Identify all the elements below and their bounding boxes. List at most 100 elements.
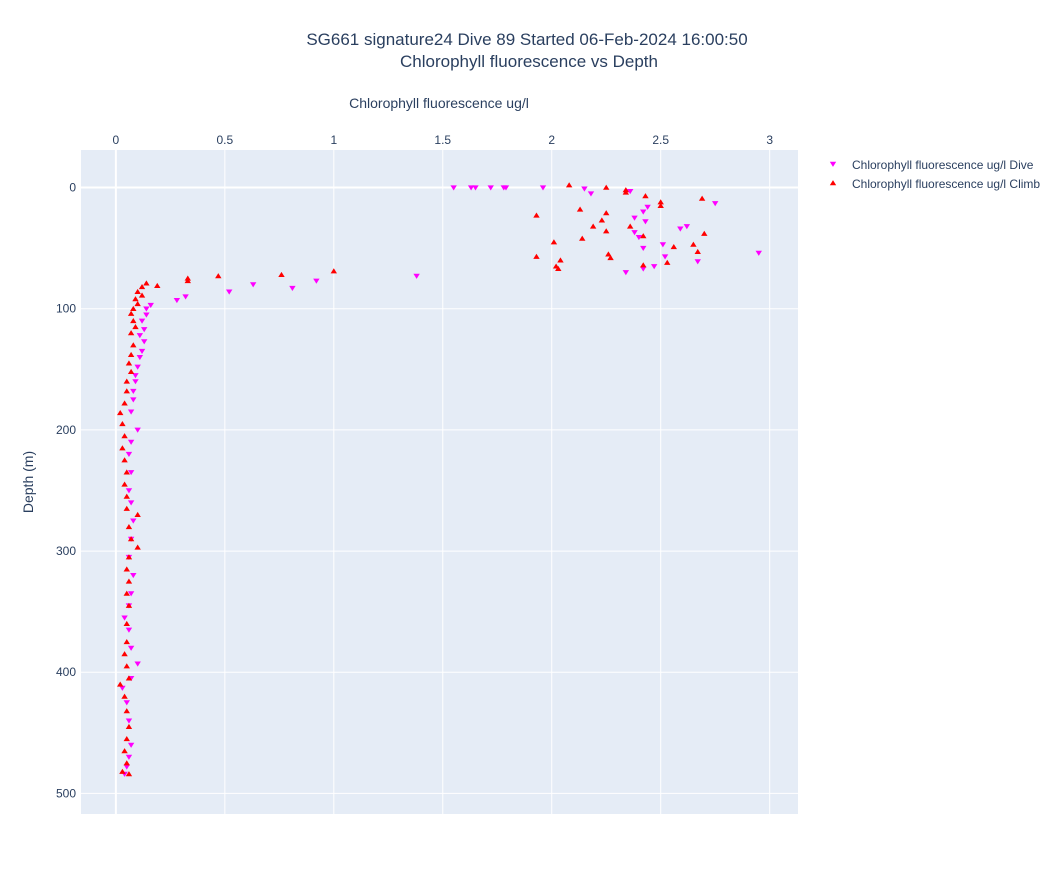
climb-point xyxy=(125,578,133,584)
x-tick-label: 0 xyxy=(113,133,120,147)
dive-point xyxy=(127,439,135,445)
climb-point xyxy=(125,523,133,530)
legend-triangle-down-icon xyxy=(829,161,837,167)
x-axis-ticks: 0 0.5 1 1.5 2 2.5 3 xyxy=(113,133,774,147)
climb-point xyxy=(603,228,610,234)
climb-point xyxy=(657,199,664,205)
climb-point xyxy=(117,681,124,687)
dive-point xyxy=(138,318,146,324)
climb-point xyxy=(125,771,133,777)
dive-point xyxy=(125,627,133,633)
climb-point xyxy=(125,360,133,366)
x-tick-label: 2.5 xyxy=(652,133,669,147)
climb-point xyxy=(127,330,135,336)
climb-point xyxy=(701,230,708,236)
dive-point xyxy=(313,278,320,284)
dive-point xyxy=(134,427,141,433)
climb-point xyxy=(130,342,137,348)
x-tick-label: 2 xyxy=(548,133,555,147)
climb-point xyxy=(121,457,128,463)
dive-point xyxy=(539,185,547,191)
climb-point xyxy=(130,305,137,311)
climb-point xyxy=(550,239,558,245)
climb-point xyxy=(119,420,126,427)
dive-point xyxy=(130,518,137,524)
climb-point xyxy=(657,202,664,208)
dive-point xyxy=(121,615,128,621)
climb-point xyxy=(642,193,649,199)
climb-point xyxy=(603,184,610,190)
dive-point xyxy=(711,201,719,207)
dive-point xyxy=(642,219,649,225)
climb-point xyxy=(117,410,124,416)
climb-point xyxy=(125,602,133,608)
legend-item-climb[interactable]: Chlorophyll fluorescence ug/l Climb xyxy=(829,177,1041,191)
plot-area xyxy=(81,150,798,814)
legend-item-dive[interactable]: Chlorophyll fluorescence ug/l Dive xyxy=(829,158,1034,172)
climb-point xyxy=(125,554,133,560)
dive-point xyxy=(141,327,148,333)
dive-point xyxy=(631,215,638,221)
climb-point xyxy=(138,284,146,290)
dive-point xyxy=(450,185,457,191)
x-axis-title: Chlorophyll fluorescence ug/l xyxy=(349,95,529,111)
legend[interactable]: Chlorophyll fluorescence ug/l Dive Chlor… xyxy=(829,158,1041,191)
climb-point xyxy=(690,241,697,247)
chart-title: SG661 signature24 Dive 89 Started 06-Feb… xyxy=(306,30,747,49)
y-tick-label: 200 xyxy=(56,423,76,437)
dive-point xyxy=(136,354,144,361)
climb-point xyxy=(138,292,146,298)
dive-point xyxy=(182,294,189,300)
climb-point xyxy=(579,235,586,241)
climb-point xyxy=(121,651,128,657)
climb-point xyxy=(121,748,128,754)
dive-point xyxy=(644,204,651,210)
dive-point xyxy=(635,235,643,241)
climb-point xyxy=(123,469,130,475)
x-tick-label: 3 xyxy=(766,133,773,147)
y-axis-title: Depth (m) xyxy=(20,451,36,513)
dive-point xyxy=(132,379,139,385)
climb-point xyxy=(330,268,338,274)
dive-point xyxy=(622,270,630,276)
climb-point xyxy=(555,265,562,271)
climb-point xyxy=(127,536,135,542)
climb-point xyxy=(184,277,191,284)
dive-point xyxy=(677,226,684,232)
dive-point xyxy=(225,289,233,295)
dive-point xyxy=(123,764,130,770)
x-tick-label: 0.5 xyxy=(216,133,233,147)
climb-point xyxy=(565,182,573,188)
climb-point xyxy=(607,254,614,261)
dive-point xyxy=(147,302,154,308)
dive-point xyxy=(143,306,150,312)
dive-point xyxy=(661,254,669,260)
dive-point xyxy=(127,645,135,651)
dive-point xyxy=(631,230,638,236)
climb-point xyxy=(119,445,126,451)
climb-point xyxy=(132,324,139,330)
dive-point xyxy=(132,373,139,379)
data-points xyxy=(117,182,762,777)
climb-point xyxy=(123,708,130,714)
climb-point xyxy=(154,282,161,288)
legend-triangle-up-icon xyxy=(829,180,837,186)
climb-point xyxy=(215,273,222,279)
climb-point xyxy=(123,590,130,596)
climb-point xyxy=(598,217,606,223)
dive-point xyxy=(130,573,137,579)
climb-point xyxy=(576,206,584,212)
climb-point xyxy=(127,351,135,358)
climb-point xyxy=(134,288,141,295)
dive-point xyxy=(130,388,137,395)
dive-point xyxy=(472,185,479,191)
climb-point xyxy=(123,566,130,572)
dive-point xyxy=(755,250,762,256)
climb-point xyxy=(134,544,141,550)
dive-point xyxy=(134,364,141,370)
climb-point xyxy=(533,253,540,259)
dive-point xyxy=(127,470,135,476)
climb-point xyxy=(533,212,540,218)
dive-point xyxy=(650,264,658,270)
